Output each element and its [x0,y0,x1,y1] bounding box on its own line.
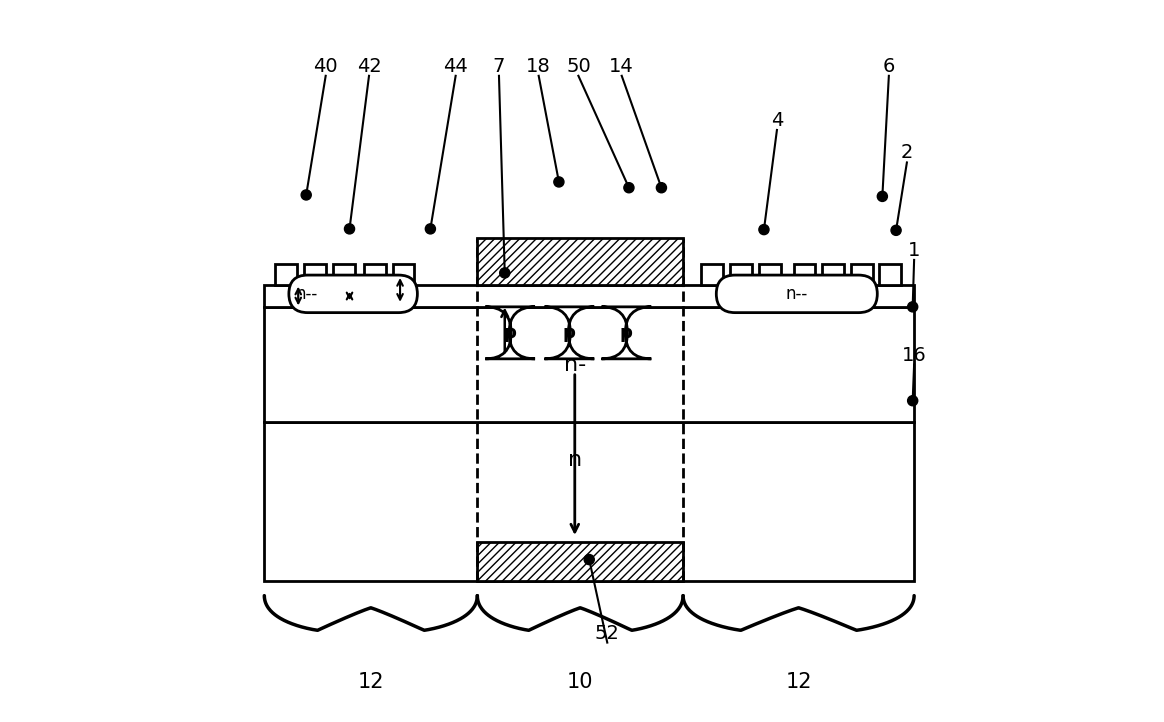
Text: 50: 50 [566,57,591,76]
Bar [477,238,683,285]
Text: 10: 10 [567,672,594,692]
Bar [823,264,844,285]
Circle shape [425,224,435,234]
Bar [264,307,914,422]
Circle shape [908,396,917,406]
Text: 14: 14 [609,57,634,76]
Circle shape [584,554,595,565]
Bar [304,264,326,285]
Text: n--: n-- [786,285,808,303]
FancyBboxPatch shape [485,307,535,359]
Text: n--: n-- [294,285,318,303]
Text: p: p [563,324,576,342]
FancyBboxPatch shape [289,275,418,313]
Bar [392,264,414,285]
Text: 7: 7 [492,57,505,76]
Text: 52: 52 [595,624,619,643]
Text: 12: 12 [786,672,811,692]
Circle shape [624,183,634,193]
Bar [275,264,297,285]
FancyBboxPatch shape [716,275,878,313]
Bar [794,264,815,285]
Text: 1: 1 [908,241,921,260]
Bar [701,264,723,285]
Text: 44: 44 [443,57,468,76]
Circle shape [908,302,917,312]
Circle shape [759,225,769,235]
Circle shape [499,268,510,278]
Bar [730,264,752,285]
Bar [333,264,355,285]
Bar [851,264,873,285]
Bar [364,264,385,285]
Bar [880,264,901,285]
Bar [264,285,914,307]
Text: 12: 12 [357,672,384,692]
Text: 4: 4 [771,111,783,130]
Circle shape [554,177,563,187]
FancyBboxPatch shape [545,307,595,359]
Bar [759,264,781,285]
Circle shape [301,190,311,200]
Text: p: p [504,324,517,342]
Circle shape [656,183,667,193]
Circle shape [890,225,901,235]
Bar [264,422,914,581]
Text: 42: 42 [356,57,382,76]
Text: 6: 6 [882,57,895,76]
Text: n-: n- [563,355,585,375]
Text: n: n [568,451,582,470]
Text: p: p [620,324,633,342]
Circle shape [878,191,887,201]
Circle shape [345,224,355,234]
Text: 2: 2 [901,144,913,162]
Text: 18: 18 [526,57,551,76]
Text: 16: 16 [902,346,927,365]
Bar [477,542,683,581]
FancyBboxPatch shape [602,307,652,359]
Text: 40: 40 [313,57,338,76]
